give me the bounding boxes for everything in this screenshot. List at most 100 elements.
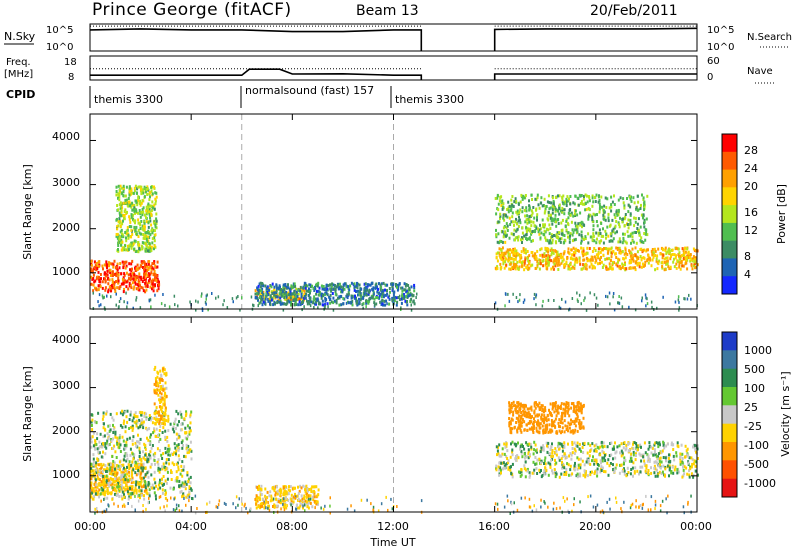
power-plot-cell [145,209,147,212]
power-plot-cell [525,237,527,240]
power-plot-cell [413,284,415,287]
power-plot-cell [98,271,100,274]
power-plot-cell [539,254,541,257]
power-plot-cell [591,215,593,218]
velocity-plot-cell [102,442,104,445]
velocity-plot-cell [676,471,678,474]
velocity-plot-cell [98,489,100,492]
velocity-plot-cell [125,441,127,444]
power-plot-cell [611,229,613,232]
power-plot-cell [507,201,509,204]
power-plot-noise [100,303,102,306]
freq-frame [90,56,697,80]
power-plot-cell [389,291,391,294]
power-plot-cell [628,226,630,229]
velocity-plot-cell [635,458,637,461]
velocity-plot-cell [110,481,112,484]
velocity-plot-cell [96,457,98,460]
velocity-plot-cell [161,397,163,400]
power-plot-noise [241,296,243,299]
velocity-plot-cell [101,483,103,486]
power-plot-cell [637,250,639,253]
power-plot-cell [579,260,581,263]
power-plot-cell [503,235,505,238]
power-plot-cell [532,206,534,209]
velocity-plot-cell [94,448,96,451]
power-plot-cell [693,255,695,258]
velocity-plot-cell [660,467,662,470]
power-plot-cell [294,282,296,285]
power-plot-cell [277,296,279,299]
power-plot-cell [397,289,399,292]
velocity-plot-cell [144,480,146,483]
power-plot-cell [286,300,288,303]
power-plot-cell [593,235,595,238]
velocity-plot-cell [104,452,106,455]
power-plot-cell [551,217,553,220]
velocity-plot-cell [568,474,570,477]
power-plot-cell [329,302,331,305]
velocity-plot-cell [97,412,99,415]
power-plot-noise [523,301,525,304]
power-plot-cell [289,288,291,291]
power-plot-cell [348,293,350,296]
velocity-plot-cell [154,471,156,474]
power-plot-cell [684,247,686,250]
power-plot-cell [609,240,611,243]
power-plot-cell [131,202,133,205]
velocity-plot-cell [98,463,100,466]
power-plot-cell [319,302,321,305]
power-plot-cell [386,284,388,287]
power-plot-cell [144,242,146,245]
power-plot-cell [639,265,641,268]
power-plot-cell [502,246,504,249]
power-plot-cell [144,231,146,234]
velocity-plot-cell [654,448,656,451]
velocity-plot-cell [257,505,259,508]
power-plot-cell [664,268,666,271]
power-plot-cell [401,302,403,305]
power-plot-cell [509,205,511,208]
power-plot-cell [126,280,128,283]
power-plot-cell [140,265,142,268]
velocity-plot-cell [146,428,148,431]
velocity-plot-cell [574,448,576,451]
power-plot-cell [257,292,259,295]
power-plot-cell [142,192,144,195]
velocity-plot-cell [146,471,148,474]
velocity-plot-cell [133,481,135,484]
velocity-plot-cell [315,485,317,488]
velocity-plot-cell [94,472,96,475]
power-plot-cell [613,194,615,197]
cpid-segment-3: themis 3300 [395,93,464,106]
power-plot-cell [544,224,546,227]
power-plot-cell [143,276,145,279]
velocity-plot-cell [124,478,126,481]
power-plot-noise [309,294,311,297]
power-plot-cell [110,274,112,277]
velocity-plot-cell [90,477,92,480]
power-plot-cell [94,280,96,283]
velocity-plot-cell [138,494,140,497]
power-plot-cell [403,295,405,298]
power-plot-cell [536,250,538,253]
power-plot-cell [673,258,675,261]
power-plot-cell [572,266,574,269]
power-plot-cell [602,235,604,238]
power-plot-cell [396,304,398,307]
power-plot-cell [151,246,153,249]
power-plot-cell [378,292,380,295]
power-plot-cell [502,217,504,220]
power-plot-noise [589,291,591,294]
velocity-plot-cell [152,431,154,434]
power-plot-cell [148,279,150,282]
power-plot-cell [539,224,541,227]
power-plot-cell [141,245,143,248]
power-plot-cell [91,283,93,286]
power-plot-cell [133,248,135,251]
velocity-plot-cell [181,441,183,444]
nsky-plot-solid-b [495,28,697,51]
power-plot-noise [174,303,176,306]
power-plot-cell [642,249,644,252]
power-plot-cell [499,199,501,202]
